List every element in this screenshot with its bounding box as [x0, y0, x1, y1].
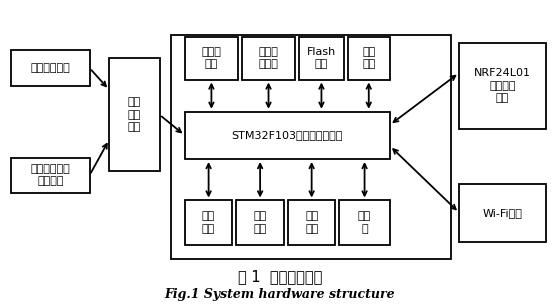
Bar [185, 37, 238, 80]
Text: 多路
按键: 多路 按键 [202, 211, 215, 234]
Bar [459, 184, 546, 242]
Bar [185, 200, 232, 245]
Text: NRF24L01
无线通信
模块: NRF24L01 无线通信 模块 [474, 68, 531, 103]
Text: 电量
检测: 电量 检测 [362, 47, 375, 69]
Bar [171, 35, 451, 259]
Bar [236, 200, 284, 245]
Bar [11, 158, 90, 193]
Text: 报警
电路: 报警 电路 [305, 211, 318, 234]
Text: 隔爆兼本质安
全型电源: 隔爆兼本质安 全型电源 [31, 164, 70, 186]
Bar [11, 50, 90, 86]
Text: 电源
管理
模块: 电源 管理 模块 [128, 97, 141, 132]
Bar [299, 37, 344, 80]
Text: 指示
灯: 指示 灯 [358, 211, 371, 234]
Text: 传感器
电路: 传感器 电路 [202, 47, 221, 69]
Bar [185, 112, 390, 159]
Bar [339, 200, 390, 245]
Bar [288, 200, 335, 245]
Bar [109, 58, 160, 171]
Text: 磷酸铁锂电池: 磷酸铁锂电池 [31, 63, 70, 73]
Bar [348, 37, 390, 80]
Bar [242, 37, 295, 80]
Text: Fig.1 System hardware structure: Fig.1 System hardware structure [165, 288, 395, 301]
Text: 时钟
电路: 时钟 电路 [254, 211, 267, 234]
Text: 图 1  系统硬件结构: 图 1 系统硬件结构 [238, 269, 322, 285]
Text: Wi-Fi模块: Wi-Fi模块 [483, 208, 522, 218]
Text: 液晶显
示电路: 液晶显 示电路 [259, 47, 278, 69]
Text: STM32F103单片机核心系统: STM32F103单片机核心系统 [232, 130, 343, 140]
Text: Flash
电路: Flash 电路 [307, 47, 336, 69]
Bar [459, 43, 546, 129]
